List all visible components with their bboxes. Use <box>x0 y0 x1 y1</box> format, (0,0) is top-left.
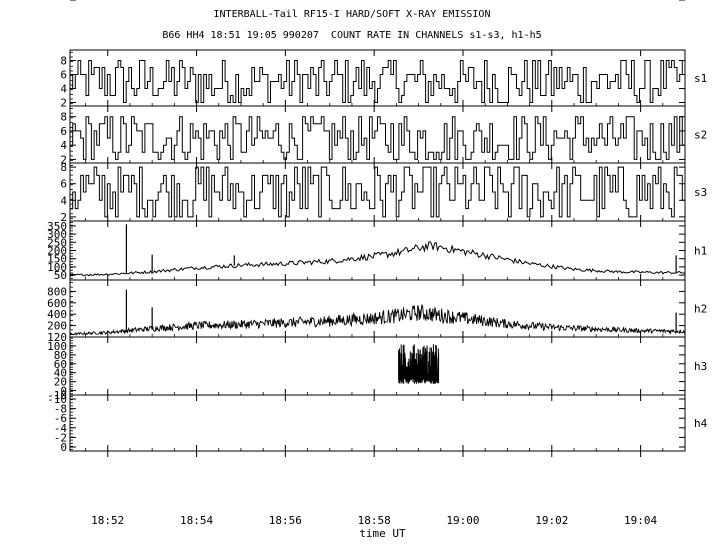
y-tick-label: 2 <box>60 97 67 110</box>
y-tick-label: -8 <box>54 403 67 416</box>
y-tick-label: 40 <box>54 367 67 380</box>
panel-label-s3: s3 <box>694 186 707 199</box>
y-tick-label: 6 <box>60 178 67 191</box>
y-tick-label: -2 <box>54 431 67 444</box>
x-tick-label: 19:04 <box>624 514 657 527</box>
y-tick-label: 2 <box>60 211 67 224</box>
x-tick-label: 18:58 <box>358 514 391 527</box>
panel-label-s2: s2 <box>694 129 707 142</box>
y-tick-label: 50 <box>54 269 67 282</box>
panel-label-h1: h1 <box>694 245 707 258</box>
y-tick-label: 5 <box>60 0 67 3</box>
y-tick-label: 200 <box>47 245 67 258</box>
y-tick-label: 800 <box>47 285 67 298</box>
y-tick-label: 0 <box>60 441 67 454</box>
chart-title: INTERBALL-Tail RF15-I HARD/SOFT X-RAY EM… <box>213 9 491 20</box>
y-tick-label: 600 <box>47 297 67 310</box>
panel-label-h2: h2 <box>694 303 707 316</box>
panel-label-h3: h3 <box>694 360 707 373</box>
panel-h5: -1005101520h5 <box>47 0 707 457</box>
y-tick-label: 0 <box>60 0 67 3</box>
y-tick-label: 10 <box>54 0 67 3</box>
y-tick-label: 8 <box>60 55 67 68</box>
y-tick-label: -10 <box>47 389 67 402</box>
y-tick-label: 4 <box>60 194 67 207</box>
panel-s3: 2 4 6 8 s3 <box>60 161 707 224</box>
y-tick-label: -4 <box>54 422 68 435</box>
panel-label-h5: h5 <box>694 0 707 3</box>
y-tick-label: 400 <box>47 308 67 321</box>
y-tick-label: 4 <box>60 83 67 96</box>
y-tick-label: 100 <box>47 261 67 274</box>
y-tick-label: 2 <box>60 153 67 166</box>
x-axis-label: time UT <box>359 527 406 540</box>
y-tick-label: 8 <box>60 111 67 124</box>
series-h2 <box>69 304 686 336</box>
y-tick-label: 6 <box>60 69 67 82</box>
chart-subtitle: B66 HH4 18:51 19:05 990207 COUNT RATE IN… <box>162 30 542 41</box>
x-tick-label: 19:00 <box>446 514 479 527</box>
y-tick-label: 250 <box>47 236 67 249</box>
series-s2 <box>70 116 685 160</box>
y-tick-label: 15 <box>54 0 67 3</box>
y-tick-label: 350 <box>47 220 67 233</box>
panel-label-h4: h4 <box>694 417 708 430</box>
series-s3 <box>70 166 685 218</box>
x-tick-label: 18:52 <box>91 514 124 527</box>
y-tick-label: -10 <box>47 0 67 3</box>
y-tick-label: 0 <box>60 385 67 398</box>
y-tick-label: 150 <box>47 253 67 266</box>
y-tick-label: 6 <box>60 125 67 138</box>
series-s1 <box>70 60 685 103</box>
y-tick-label: 20 <box>54 0 67 3</box>
y-tick-label: 120 <box>47 331 67 344</box>
y-tick-label: 20 <box>54 376 67 389</box>
panel-frame <box>69 220 686 281</box>
y-tick-label: -10 <box>47 393 67 406</box>
y-tick-label: -6 <box>54 412 67 425</box>
y-tick-label: 8 <box>60 161 67 174</box>
panel-frame <box>69 105 686 164</box>
y-tick-label: 100 <box>47 340 67 353</box>
panel-frame <box>69 394 686 452</box>
y-tick-label: 60 <box>54 358 67 371</box>
y-tick-label: 200 <box>47 320 67 333</box>
series-h1 <box>69 241 686 277</box>
x-tick-label: 19:02 <box>535 514 568 527</box>
y-tick-label: 4 <box>60 139 67 152</box>
panel-frame <box>69 336 686 396</box>
x-tick-label: 18:56 <box>269 514 302 527</box>
panel-h4: -10-8-6-4-20 h4 <box>47 393 707 454</box>
x-tick-label: 18:54 <box>180 514 213 527</box>
y-tick-label: 80 <box>54 349 67 362</box>
series-h3 <box>398 344 440 384</box>
panel-label-s1: s1 <box>694 72 707 85</box>
y-tick-label: 300 <box>47 228 67 241</box>
